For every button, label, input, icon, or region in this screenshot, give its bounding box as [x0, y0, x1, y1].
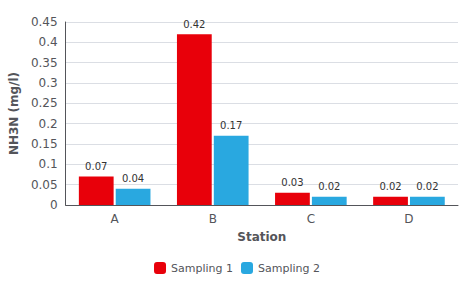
svg-text:0.17: 0.17 — [220, 120, 242, 131]
svg-text:D: D — [404, 212, 413, 226]
svg-text:Sampling 2: Sampling 2 — [258, 262, 320, 275]
svg-text:0.42: 0.42 — [183, 19, 205, 30]
svg-text:0.1: 0.1 — [39, 157, 58, 171]
svg-text:0.35: 0.35 — [31, 56, 58, 70]
svg-text:0.02: 0.02 — [318, 181, 340, 192]
svg-text:NH3N (mg/l): NH3N (mg/l) — [7, 72, 21, 155]
svg-text:0.05: 0.05 — [31, 178, 58, 192]
svg-text:0.02: 0.02 — [379, 181, 401, 192]
svg-text:Station: Station — [237, 230, 286, 244]
svg-text:0.07: 0.07 — [85, 161, 107, 172]
svg-text:0.4: 0.4 — [39, 35, 58, 49]
svg-text:A: A — [111, 212, 120, 226]
svg-text:0.04: 0.04 — [122, 173, 144, 184]
svg-text:0.25: 0.25 — [31, 96, 58, 110]
svg-text:B: B — [209, 212, 217, 226]
svg-text:Sampling 1: Sampling 1 — [171, 262, 233, 275]
svg-text:0.03: 0.03 — [281, 177, 303, 188]
svg-text:0.3: 0.3 — [39, 76, 58, 90]
svg-text:0.2: 0.2 — [39, 117, 58, 131]
svg-text:0.02: 0.02 — [416, 181, 438, 192]
svg-text:0.45: 0.45 — [31, 15, 58, 29]
svg-text:C: C — [307, 212, 315, 226]
svg-text:0: 0 — [50, 198, 58, 212]
svg-text:0.15: 0.15 — [31, 137, 58, 151]
